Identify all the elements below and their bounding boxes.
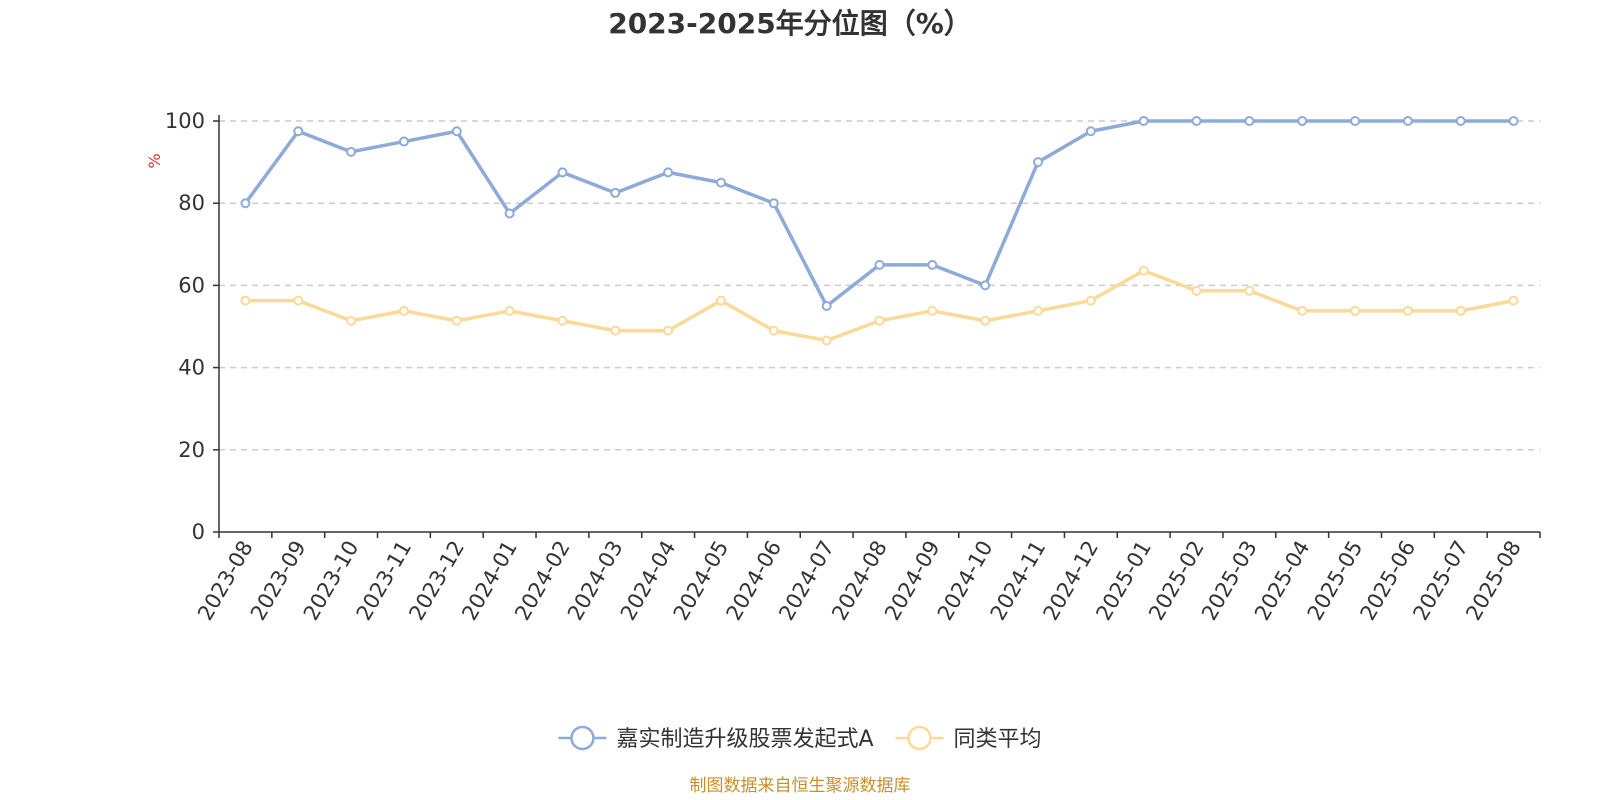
data-point[interactable] (610, 187, 621, 198)
y-tick-label: 40 (178, 356, 205, 380)
data-point[interactable] (821, 300, 832, 311)
data-point[interactable] (346, 146, 357, 157)
data-point[interactable] (1033, 157, 1044, 168)
data-point[interactable] (663, 167, 674, 178)
data-point[interactable] (240, 198, 251, 209)
data-point[interactable] (398, 136, 409, 147)
series-line-0 (244, 119, 1514, 308)
data-point[interactable] (874, 259, 885, 270)
y-axis-label: % (145, 153, 164, 168)
source-footer: 制图数据来自恒生聚源数据库 (690, 776, 911, 796)
data-point[interactable] (1402, 116, 1413, 126)
data-point[interactable] (610, 325, 621, 336)
data-point[interactable] (293, 295, 304, 306)
data-point[interactable] (927, 259, 938, 270)
data-point[interactable] (451, 315, 462, 326)
data-point[interactable] (1244, 116, 1255, 126)
data-point[interactable] (504, 208, 515, 219)
data-point[interactable] (821, 335, 832, 346)
legend-marker (907, 725, 932, 751)
data-point[interactable] (768, 198, 779, 209)
data-point[interactable] (1191, 285, 1202, 296)
legend-item[interactable]: 同类平均 (895, 725, 1042, 752)
data-point[interactable] (663, 325, 674, 336)
data-point[interactable] (1508, 295, 1519, 306)
axes: 0204060801002023-082023-092023-102023-11… (165, 109, 1541, 624)
legend-label: 同类平均 (954, 727, 1042, 752)
data-point[interactable] (1033, 305, 1044, 316)
data-point[interactable] (1297, 116, 1308, 126)
data-point[interactable] (1191, 116, 1202, 126)
chart-title: 2023-2025年分位图（%） (608, 7, 972, 40)
data-point[interactable] (1455, 305, 1466, 316)
series-line-1 (245, 268, 1514, 343)
data-point[interactable] (1138, 265, 1149, 276)
grid-lines (219, 120, 1540, 451)
data-point[interactable] (504, 305, 515, 316)
data-point[interactable] (346, 315, 357, 326)
data-point[interactable] (1350, 116, 1361, 126)
y-tick-label: 80 (178, 191, 205, 215)
data-point[interactable] (1244, 285, 1255, 296)
data-point[interactable] (980, 315, 991, 326)
legend-label: 嘉实制造升级股票发起式A (616, 727, 873, 752)
data-point[interactable] (715, 295, 726, 306)
data-point[interactable] (927, 305, 938, 316)
data-point[interactable] (451, 126, 462, 137)
data-point[interactable] (1455, 116, 1466, 126)
data-point[interactable] (293, 126, 304, 137)
data-point[interactable] (715, 177, 726, 188)
legend-item[interactable]: 嘉实制造升级股票发起式A (558, 725, 874, 752)
data-point[interactable] (398, 305, 409, 316)
y-tick-label: 100 (165, 109, 205, 133)
data-point[interactable] (1085, 295, 1096, 306)
y-tick-label: 0 (192, 520, 205, 544)
legend-marker (570, 725, 595, 751)
data-point[interactable] (874, 315, 885, 326)
series-lines (240, 116, 1519, 346)
y-tick-label: 60 (178, 273, 205, 297)
data-point[interactable] (768, 325, 779, 336)
data-point[interactable] (1297, 305, 1308, 316)
data-point[interactable] (980, 280, 991, 291)
legend: 嘉实制造升级股票发起式A 同类平均 (558, 725, 1042, 752)
data-point[interactable] (1085, 126, 1096, 137)
data-point[interactable] (1402, 305, 1413, 316)
data-point[interactable] (1138, 116, 1149, 126)
data-point[interactable] (1350, 305, 1361, 316)
data-point[interactable] (1508, 116, 1519, 126)
data-point[interactable] (557, 167, 568, 178)
data-point[interactable] (557, 315, 568, 326)
y-tick-label: 20 (178, 438, 205, 462)
data-point[interactable] (240, 295, 251, 306)
